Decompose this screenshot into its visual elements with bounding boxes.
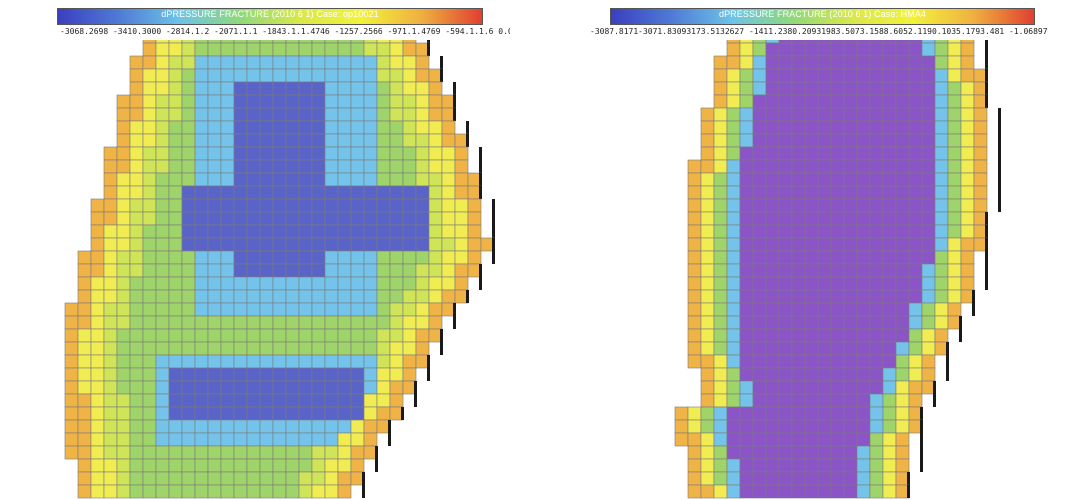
right-colorbar-title: dPRESSURE FRACTURE (2010 6 1) Case: HMA4 (718, 9, 927, 19)
right-map-panel: dPRESSURE FRACTURE (2010 6 1) Case: HMA4… (545, 0, 1090, 500)
left-colorbar (57, 8, 483, 25)
right-colorbar-ticks: -3087.8171-3071.83093173.5132627 -1411.2… (590, 27, 1050, 36)
left-map-panel: dPRESSURE FRACTURE (2010 6 1) Case: op10… (57, 8, 510, 499)
left-colorbar-ticks: -3068.2698 -3410.3000 -2814.1.2 -2071.1.… (60, 27, 510, 36)
left-colorbar-title: dPRESSURE FRACTURE (2010 6 1) Case: op10… (161, 9, 379, 19)
right-colorbar (610, 8, 1035, 25)
right-reservoir-grid (674, 40, 1001, 499)
left-reservoir-grid (64, 40, 495, 499)
